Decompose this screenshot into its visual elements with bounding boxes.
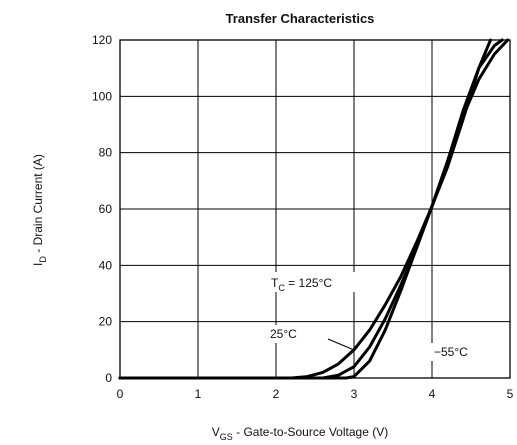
series-line-2 xyxy=(118,38,510,380)
y-tick-labels: 0 20 40 60 80 100 120 xyxy=(92,33,112,385)
x-axis-subscript: GS xyxy=(220,432,233,442)
x-tick-label: 5 xyxy=(507,387,514,401)
x-tick-labels: 0 1 2 3 4 5 xyxy=(117,387,514,401)
y-tick-label: 40 xyxy=(99,258,113,272)
plot-frame xyxy=(119,39,511,379)
annotation-tc-subscript: C xyxy=(278,283,285,293)
x-axis-symbol: V xyxy=(212,425,220,439)
y-axis-dash: - xyxy=(31,245,45,256)
annotation-tc-value: = 125°C xyxy=(285,276,332,290)
x-tick-label: 3 xyxy=(351,387,358,401)
annotation-background xyxy=(264,325,314,343)
y-tick-label: 60 xyxy=(99,202,113,216)
x-axis-text: Gate-to-Source Voltage (V) xyxy=(243,425,388,439)
chart-title: Transfer Characteristics xyxy=(226,11,375,26)
series-curves xyxy=(118,38,510,380)
y-axis-subscript: D xyxy=(38,256,48,263)
x-axis-label: VGS - Gate-to-Source Voltage (V) xyxy=(212,425,388,442)
y-tick-label: 0 xyxy=(105,371,112,385)
x-tick-label: 0 xyxy=(117,387,124,401)
annotation-tc-125: TC = 125°C xyxy=(271,276,332,293)
annotation-tc-symbol: T xyxy=(271,276,279,290)
x-tick-label: 4 xyxy=(429,387,436,401)
y-tick-label: 120 xyxy=(92,33,112,47)
annotation-25c: 25°C xyxy=(270,327,297,341)
annotation-background xyxy=(266,272,362,292)
y-tick-label: 80 xyxy=(99,146,113,160)
y-axis-label: ID - Drain Current (A) xyxy=(31,154,48,266)
x-axis-dash: - xyxy=(233,425,244,439)
annotation-25c-leader xyxy=(327,338,355,351)
y-tick-label: 20 xyxy=(99,315,113,329)
x-tick-label: 1 xyxy=(195,387,202,401)
annotation-minus55c: −55°C xyxy=(434,345,468,359)
grid-lines xyxy=(119,39,511,379)
y-axis-text: Drain Current (A) xyxy=(31,154,45,245)
y-tick-label: 100 xyxy=(92,89,112,103)
x-tick-label: 2 xyxy=(273,387,280,401)
y-axis-symbol: I xyxy=(31,263,45,266)
annotation-background xyxy=(430,343,486,361)
